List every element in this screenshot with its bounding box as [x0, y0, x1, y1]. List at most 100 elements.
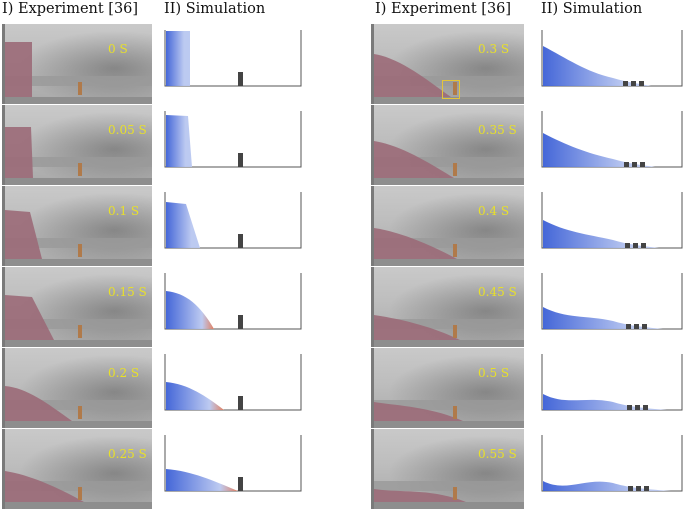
tank-wall	[2, 429, 5, 509]
time-label: 0.45 S	[478, 285, 517, 299]
experiment-photo	[2, 429, 152, 509]
experiment-photo	[371, 429, 524, 509]
highlight-box	[442, 80, 460, 99]
right-experiment-header: I) Experiment [36]	[375, 1, 512, 17]
obstacle-block	[644, 486, 649, 491]
obstacle-block	[238, 477, 243, 491]
photo-drawing	[5, 42, 82, 97]
tank-bottom	[371, 340, 524, 347]
experiment-photo	[371, 186, 524, 266]
granular-mass	[374, 315, 460, 340]
photo-drawing	[5, 295, 82, 340]
particle-body	[166, 382, 224, 410]
photo-drawing	[5, 127, 82, 178]
tank-wall	[371, 105, 374, 185]
photo-obstacle	[453, 163, 457, 176]
experiment-photo	[2, 186, 152, 266]
tank-bottom	[2, 421, 152, 428]
particle-body	[543, 307, 663, 329]
photo-drawing	[374, 315, 460, 340]
experiment-photo	[2, 348, 152, 428]
tank-bottom	[371, 97, 524, 104]
left-simulation-header: II) Simulation	[164, 1, 266, 17]
simulation-drawing	[541, 354, 683, 411]
tank-outline	[164, 273, 302, 330]
simulation-panel	[541, 186, 685, 266]
simulation-drawing	[164, 111, 302, 168]
experiment-photo	[371, 267, 524, 347]
obstacle-block	[628, 486, 633, 491]
tank-outline	[164, 30, 302, 87]
photo-obstacle	[78, 325, 82, 338]
tank-wall	[2, 186, 5, 266]
tank-outline	[164, 192, 302, 249]
time-label: 0.1 S	[108, 204, 140, 218]
tank-bottom	[2, 340, 152, 347]
obstacle-block	[624, 162, 629, 167]
time-label: 0.35 S	[478, 123, 517, 137]
particle-body	[166, 469, 238, 491]
tank-bottom	[2, 178, 152, 185]
photo-obstacle	[453, 244, 457, 257]
photo-obstacle	[78, 244, 82, 257]
particle-body	[166, 31, 190, 86]
tank-bottom	[371, 502, 524, 509]
obstacle-block	[625, 243, 630, 248]
photo-drawing	[374, 141, 457, 178]
simulation-drawing	[164, 435, 302, 492]
time-label: 0.15 S	[108, 285, 147, 299]
photo-drawing	[5, 210, 82, 259]
tank-bottom	[2, 97, 152, 104]
right-simulation-header: II) Simulation	[541, 1, 643, 17]
experiment-photo	[2, 105, 152, 185]
experiment-photo	[371, 348, 524, 428]
tank-rail	[2, 319, 152, 329]
photo-drawing	[5, 471, 84, 502]
obstacle-block	[238, 234, 243, 248]
obstacle-block	[238, 315, 243, 329]
time-label: 0.4 S	[478, 204, 510, 218]
particle-body	[543, 220, 659, 248]
obstacle-block	[641, 243, 646, 248]
obstacle-block	[626, 324, 631, 329]
particle-body	[543, 481, 671, 491]
simulation-drawing	[541, 273, 683, 330]
simulation-panel	[164, 186, 304, 266]
simulation-panel	[164, 348, 304, 428]
simulation-drawing	[541, 30, 683, 87]
photo-obstacle	[78, 82, 82, 95]
tank-rail	[371, 481, 524, 491]
tank-wall	[2, 348, 5, 428]
tank-rail	[2, 238, 152, 248]
simulation-panel	[541, 429, 685, 509]
photo-obstacle	[78, 487, 82, 500]
photo-obstacle	[78, 406, 82, 419]
tank-outline	[164, 111, 302, 168]
simulation-drawing	[164, 273, 302, 330]
granular-mass	[5, 42, 32, 97]
obstacle-block	[640, 162, 645, 167]
tank-rail	[371, 238, 524, 248]
tank-bottom	[371, 421, 524, 428]
simulation-drawing	[541, 111, 683, 168]
obstacle-block	[238, 153, 243, 167]
tank-bottom	[2, 502, 152, 509]
granular-mass	[5, 295, 54, 340]
obstacle-block	[639, 81, 644, 86]
tank-wall	[371, 267, 374, 347]
experiment-photo	[371, 105, 524, 185]
obstacle-block	[238, 72, 243, 86]
tank-outline	[164, 354, 302, 411]
photo-obstacle	[453, 325, 457, 338]
obstacle-block	[632, 162, 637, 167]
tank-wall	[371, 24, 374, 104]
time-label: 0.3 S	[478, 42, 510, 56]
obstacle-block	[634, 324, 639, 329]
granular-mass	[374, 54, 451, 97]
granular-mass	[5, 471, 84, 502]
granular-mass	[374, 489, 466, 502]
tank-wall	[371, 429, 374, 509]
obstacle-block	[642, 324, 647, 329]
time-label: 0.55 S	[478, 447, 517, 461]
photo-obstacle	[78, 163, 82, 176]
